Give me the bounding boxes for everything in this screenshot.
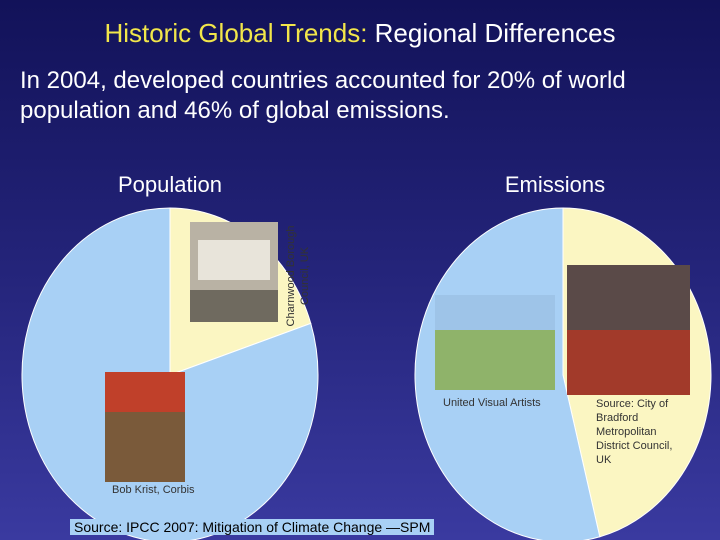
source: Source: IPCC 2007: Mitigation of Climate… — [70, 519, 435, 535]
pie-title: Population — [118, 172, 222, 197]
subtitle: In 2004, developed countries accounted f… — [20, 67, 626, 124]
photo-detail — [190, 290, 278, 322]
photo-credit: Bob Krist, Corbis — [112, 484, 195, 496]
photo-credit: Charnwood Borough Council, UK — [285, 225, 311, 327]
pie-slice — [21, 207, 319, 540]
title: Historic Global Trends: Regional Differe… — [0, 18, 720, 49]
photo-detail — [567, 330, 690, 395]
title-rest: Regional Differences — [374, 18, 616, 48]
photo-credit: Source: City of Bradford Metropolitan Di… — [596, 398, 673, 466]
photo-credit: United Visual Artists — [443, 397, 541, 409]
pie-title: Emissions — [504, 172, 606, 197]
photos — [105, 222, 690, 482]
photo-detail — [105, 372, 185, 412]
photo-detail — [198, 240, 270, 280]
title-lead: Historic Global Trends: — [104, 18, 368, 48]
photo-detail — [435, 295, 555, 330]
